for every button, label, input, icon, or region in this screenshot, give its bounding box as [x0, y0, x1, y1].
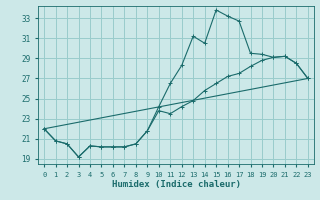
- X-axis label: Humidex (Indice chaleur): Humidex (Indice chaleur): [111, 180, 241, 189]
